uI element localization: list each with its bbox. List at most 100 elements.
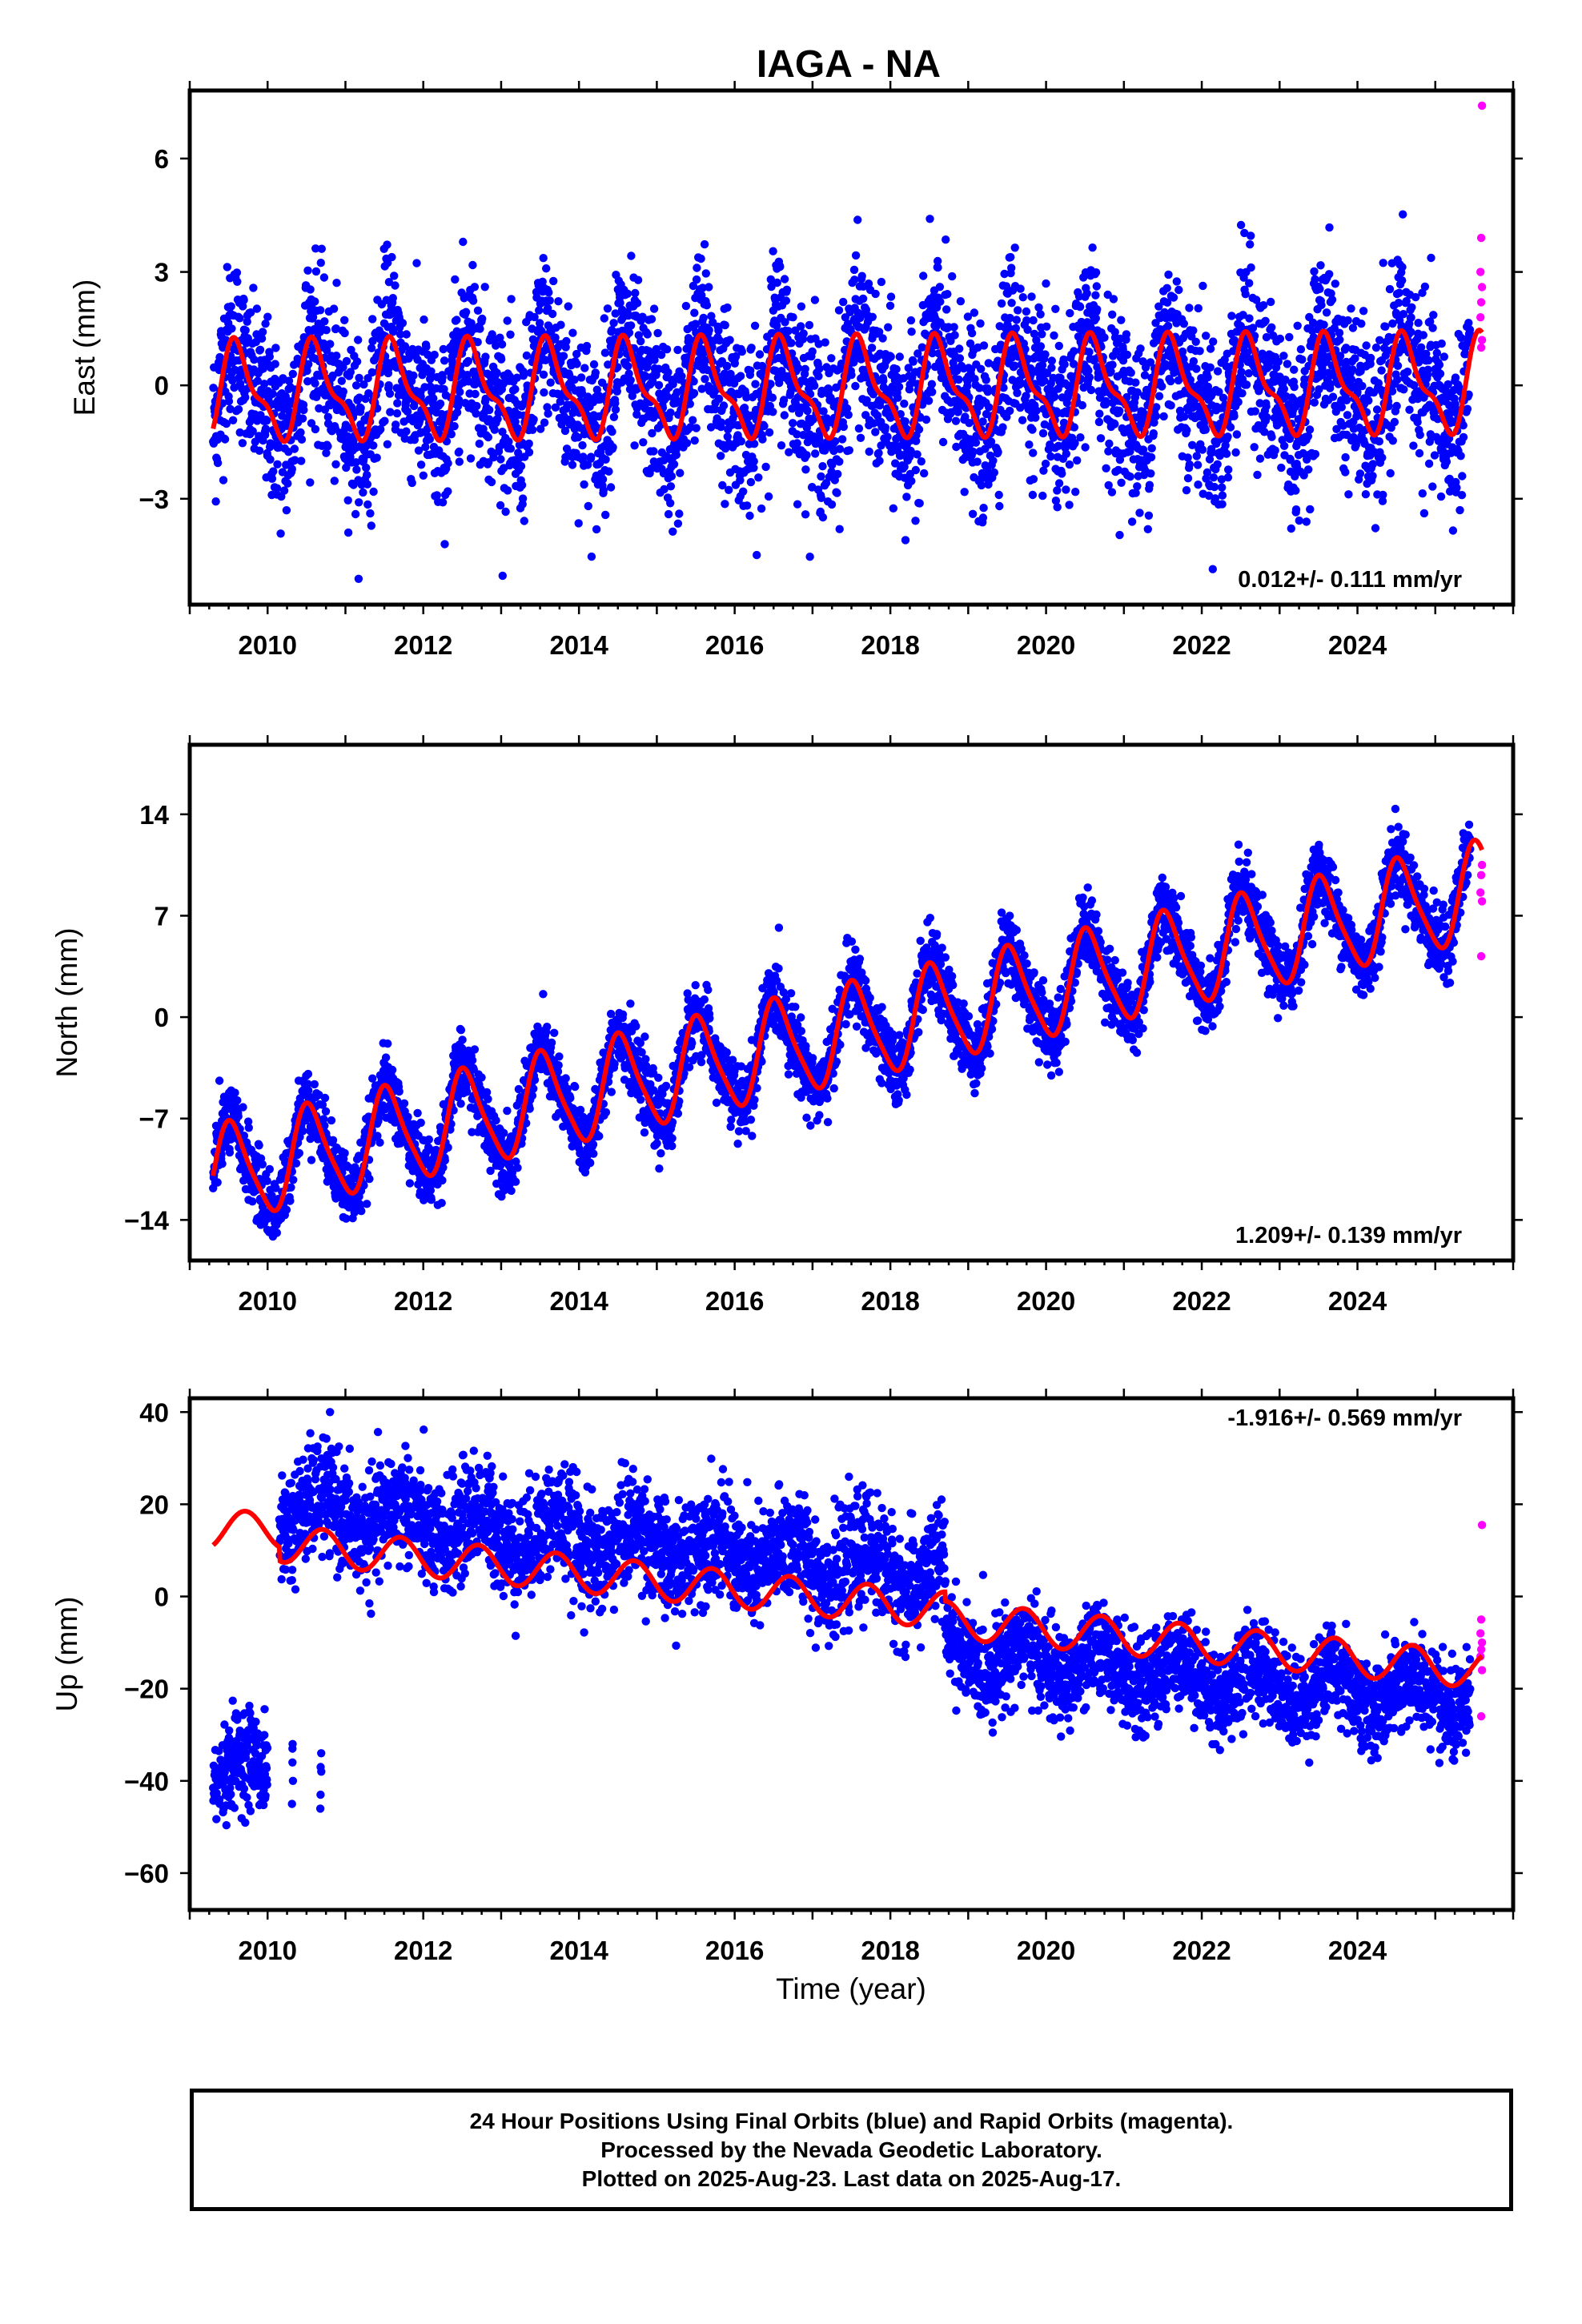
final-orbit-point (239, 296, 248, 304)
final-orbit-point (1325, 270, 1334, 279)
final-orbit-point (536, 424, 545, 433)
final-orbit-point (608, 326, 616, 335)
final-orbit-point (243, 317, 251, 326)
final-orbit-point (1126, 368, 1135, 377)
final-orbit-point (1399, 385, 1408, 394)
final-orbit-point (1108, 360, 1117, 369)
final-orbit-point (1253, 470, 1262, 480)
final-orbit-point (438, 498, 448, 507)
final-orbit-point (1426, 317, 1435, 326)
final-orbit-point (1385, 284, 1395, 294)
final-orbit-point (1356, 367, 1365, 376)
final-orbit-point (799, 329, 808, 338)
rapid-orbit-point (1476, 313, 1485, 322)
final-orbit-point (235, 428, 244, 437)
final-orbit-point (761, 462, 770, 472)
final-orbit-point (1386, 468, 1395, 478)
final-orbit-point (286, 1196, 295, 1205)
final-orbit-point (447, 430, 456, 439)
final-orbit-point (351, 458, 360, 467)
final-orbit-point (498, 571, 507, 581)
final-orbit-point (530, 312, 539, 322)
final-orbit-point (391, 281, 400, 290)
final-orbit-point (698, 283, 707, 292)
final-orbit-point (306, 285, 315, 294)
final-orbit-point (707, 312, 716, 320)
final-orbit-point (227, 324, 236, 333)
final-orbit-point (1135, 509, 1144, 517)
y-tick-label: 6 (155, 144, 169, 174)
final-orbit-point (363, 374, 372, 383)
final-orbit-point (1070, 423, 1079, 432)
final-orbit-point (539, 370, 548, 379)
final-orbit-point (647, 315, 656, 324)
final-orbit-point (570, 376, 579, 384)
final-orbit-point (1028, 425, 1037, 434)
final-orbit-point (227, 302, 235, 311)
final-orbit-point (1084, 366, 1093, 375)
final-orbit-point (630, 441, 639, 450)
final-orbit-point (425, 435, 434, 444)
final-orbit-point (1343, 411, 1352, 420)
final-orbit-point (1342, 396, 1351, 404)
final-orbit-point (323, 412, 332, 421)
final-orbit-point (209, 384, 218, 392)
final-orbit-point (1034, 303, 1043, 312)
final-orbit-point (1182, 426, 1191, 435)
final-orbit-point (501, 507, 510, 517)
final-orbit-point (1359, 307, 1368, 316)
final-orbit-point (1071, 488, 1080, 497)
final-orbit-point (663, 392, 672, 401)
final-orbit-point (1250, 443, 1259, 452)
final-orbit-point (400, 342, 410, 351)
final-orbit-point (994, 490, 1003, 500)
final-orbit-point (1136, 344, 1145, 353)
final-orbit-point (463, 371, 472, 380)
final-orbit-point (1029, 475, 1038, 484)
final-orbit-point (1372, 405, 1382, 414)
final-orbit-point (1222, 449, 1231, 458)
final-orbit-point (764, 492, 773, 501)
final-orbit-point (464, 356, 473, 366)
final-orbit-point (664, 368, 673, 377)
final-orbit-point (298, 414, 307, 423)
final-orbit-point (1378, 497, 1387, 505)
east-panel: 2010 2012 2014 2016 2018 2020 2022 2024−3036Eas… (68, 81, 1523, 660)
final-orbit-point (886, 292, 896, 301)
final-orbit-point (1319, 320, 1328, 329)
final-orbit-point (1371, 524, 1380, 533)
final-orbit-point (1013, 388, 1022, 397)
final-orbit-point (725, 485, 733, 494)
final-orbit-point (1377, 366, 1386, 375)
x-tick-label: 2020 (1017, 630, 1075, 660)
final-orbit-point (1267, 323, 1276, 332)
final-orbit-point (1088, 243, 1097, 252)
final-orbit-point (900, 399, 909, 408)
final-orbit-point (639, 438, 648, 447)
final-orbit-point (677, 372, 686, 380)
final-orbit-point (697, 384, 706, 393)
final-orbit-point (231, 1088, 239, 1097)
final-orbit-point (906, 316, 916, 325)
final-orbit-point (598, 475, 608, 484)
final-orbit-point (548, 309, 557, 319)
rapid-orbit-points (1476, 101, 1487, 352)
final-orbit-point (1461, 350, 1470, 359)
final-orbit-point (775, 379, 784, 388)
final-orbit-point (719, 401, 729, 410)
final-orbit-point (654, 364, 663, 373)
final-orbit-point (857, 271, 866, 280)
final-orbit-point (1347, 375, 1356, 384)
final-orbit-point (714, 394, 724, 404)
final-orbit-point (366, 509, 375, 518)
final-orbit-point (1255, 399, 1264, 408)
final-orbit-point (470, 283, 480, 292)
final-orbit-point (627, 251, 636, 260)
final-orbit-point (742, 393, 751, 402)
final-orbit-point (1047, 364, 1056, 372)
final-orbit-point (380, 416, 389, 425)
final-orbit-point (578, 440, 587, 450)
final-orbit-point (1032, 336, 1041, 344)
final-orbit-point (810, 296, 820, 304)
final-orbit-point (342, 356, 351, 366)
